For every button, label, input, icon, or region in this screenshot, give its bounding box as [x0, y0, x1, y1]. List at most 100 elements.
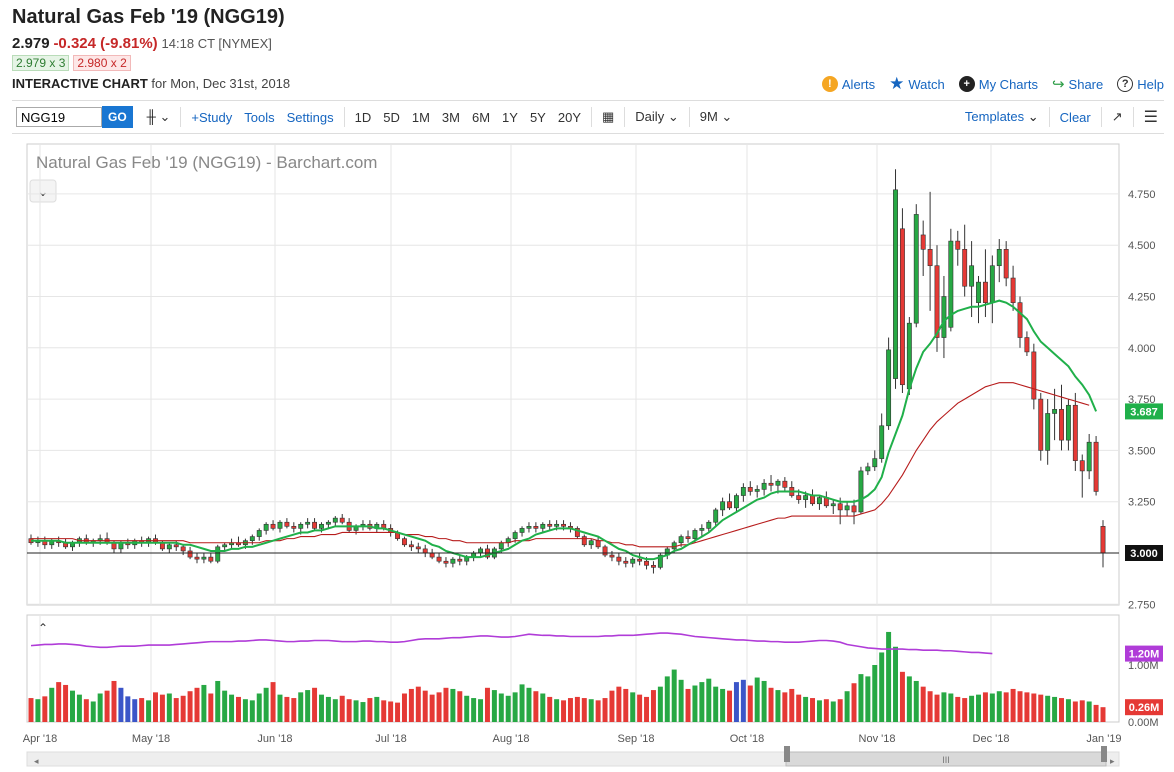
symbol-input[interactable]: [16, 107, 102, 127]
divider: [624, 107, 626, 127]
candle-body: [996, 249, 1002, 267]
volume-bar: [346, 699, 352, 722]
volume-bar: [235, 696, 241, 722]
help-label: Help: [1137, 76, 1164, 92]
volume-bar: [678, 679, 684, 722]
candle-body: [920, 234, 926, 250]
study-button[interactable]: +Study: [191, 109, 233, 125]
divider: [1048, 107, 1050, 127]
candle-body: [547, 523, 553, 527]
volume-bar: [595, 700, 601, 722]
volume-bar: [367, 698, 373, 722]
interval-dropdown[interactable]: Daily ⌄: [629, 109, 684, 125]
menu-icon[interactable]: ☰: [1143, 109, 1158, 126]
candle-body: [913, 214, 919, 324]
candle-body: [554, 523, 560, 527]
volume-bar: [1010, 688, 1016, 722]
volume-bar: [222, 690, 228, 722]
toolbar-right: Templates ⌄ Clear ↗ ☰: [959, 107, 1164, 127]
volume-bar: [948, 693, 954, 722]
period-1m[interactable]: 1M: [411, 109, 430, 125]
volume-bar: [1038, 694, 1044, 722]
candle-body: [298, 523, 304, 529]
period-6m[interactable]: 6M: [471, 109, 491, 125]
period-1y[interactable]: 1Y: [502, 109, 518, 125]
fast-moving-average: [31, 299, 1098, 561]
candle-body: [803, 495, 809, 500]
interval-label: Daily: [635, 109, 665, 124]
interactive-chart-label: INTERACTIVE CHART: [12, 76, 148, 91]
candle-body: [678, 536, 684, 544]
star-icon: ★: [889, 74, 905, 93]
candle-body: [574, 528, 580, 537]
clear-button[interactable]: Clear: [1059, 109, 1091, 125]
candle-body: [1003, 249, 1009, 279]
period-1d[interactable]: 1D: [354, 109, 372, 125]
chart-type-dropdown[interactable]: ╫ ⌄: [141, 109, 177, 125]
candle-body: [249, 536, 255, 541]
candle-body: [775, 480, 781, 486]
candle-body: [969, 265, 975, 287]
volume-bar: [650, 690, 656, 722]
volume-bar: [42, 696, 48, 722]
period-5y[interactable]: 5Y: [529, 109, 546, 125]
candle-body: [1079, 460, 1085, 472]
candle-body: [222, 544, 228, 548]
candle-body: [609, 554, 615, 558]
volume-bar: [471, 698, 477, 722]
go-button[interactable]: GO: [102, 106, 133, 128]
candle-body: [1059, 409, 1064, 441]
volume-bar: [567, 698, 573, 722]
page-title: Natural Gas Feb '19 (NGG19): [12, 6, 285, 28]
price-tick-label: 4.750: [1128, 189, 1156, 201]
volume-bar: [699, 682, 705, 722]
tools-button[interactable]: Tools: [244, 109, 275, 125]
candle-body: [989, 265, 995, 303]
period-5d[interactable]: 5D: [383, 109, 400, 125]
settings-button[interactable]: Settings: [286, 109, 334, 125]
candle-body: [284, 521, 290, 527]
templates-dropdown[interactable]: Templates ⌄: [959, 109, 1045, 125]
share-link[interactable]: ↪ Share: [1052, 75, 1103, 93]
volume-bar: [478, 699, 484, 722]
collapse-button: [29, 179, 57, 203]
candle-body: [512, 532, 518, 539]
volume-bar: [872, 665, 878, 722]
alerts-link[interactable]: ! Alerts: [821, 76, 875, 92]
volume-bar: [305, 690, 311, 722]
help-link[interactable]: ? Help: [1117, 76, 1164, 92]
volume-bar: [830, 701, 836, 722]
watch-link[interactable]: ★ Watch: [889, 74, 945, 94]
range-dropdown[interactable]: 9M ⌄: [694, 109, 739, 125]
volume-bar: [782, 692, 788, 722]
volume-bar: [1079, 700, 1085, 722]
volume-bar: [982, 692, 988, 722]
volume-bar: [63, 684, 69, 722]
candle-body: [1031, 351, 1037, 400]
expand-icon[interactable]: ↗: [1111, 109, 1123, 124]
candle-body: [934, 265, 940, 338]
price-tick-label: 4.500: [1128, 240, 1156, 252]
period-20y[interactable]: 20Y: [557, 109, 581, 125]
volume-bar: [713, 686, 719, 722]
candle-body: [740, 487, 746, 496]
my-charts-link[interactable]: + My Charts: [958, 76, 1038, 92]
period-3m[interactable]: 3M: [441, 109, 460, 125]
candle-body: [415, 546, 421, 550]
candle-body: [1093, 441, 1099, 492]
volume-bar: [256, 693, 262, 722]
volume-bar: [837, 699, 843, 722]
volume-bar: [146, 700, 152, 722]
x-tick-label: Jun '18: [257, 733, 292, 745]
volume-bar: [1059, 698, 1064, 722]
candle-body: [865, 466, 871, 472]
volume-bar: [325, 696, 331, 722]
candle-body: [402, 538, 407, 546]
candle-body: [436, 556, 442, 562]
volume-bar: [906, 676, 912, 722]
candle-body: [540, 523, 546, 529]
calendar-icon[interactable]: ▦: [602, 109, 615, 124]
volume-bar: [1100, 707, 1106, 722]
candle-body: [699, 528, 705, 531]
